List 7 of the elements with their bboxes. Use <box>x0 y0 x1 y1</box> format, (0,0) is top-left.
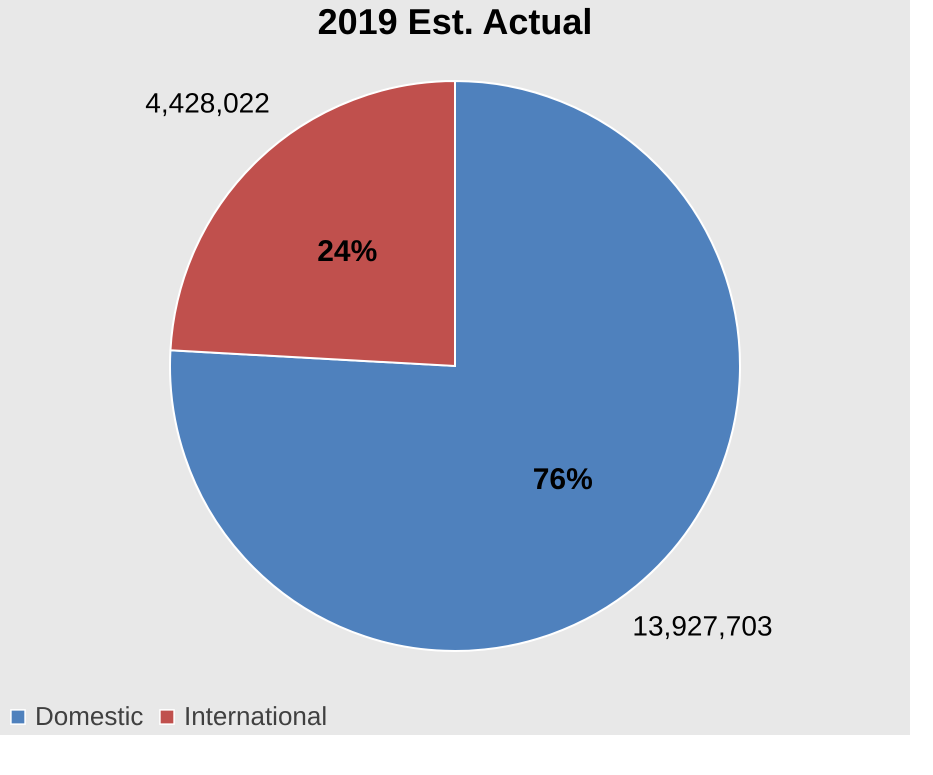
data-label: 13,927,703 <box>632 610 773 642</box>
text: 76% <box>532 462 593 496</box>
legend-label: Domestic <box>35 701 144 731</box>
data-label: 4,428,022 <box>145 88 270 119</box>
chart-title: 2019 Est. Actual <box>318 1 592 42</box>
legend-label: International <box>184 701 328 731</box>
text: 24% <box>317 235 378 268</box>
